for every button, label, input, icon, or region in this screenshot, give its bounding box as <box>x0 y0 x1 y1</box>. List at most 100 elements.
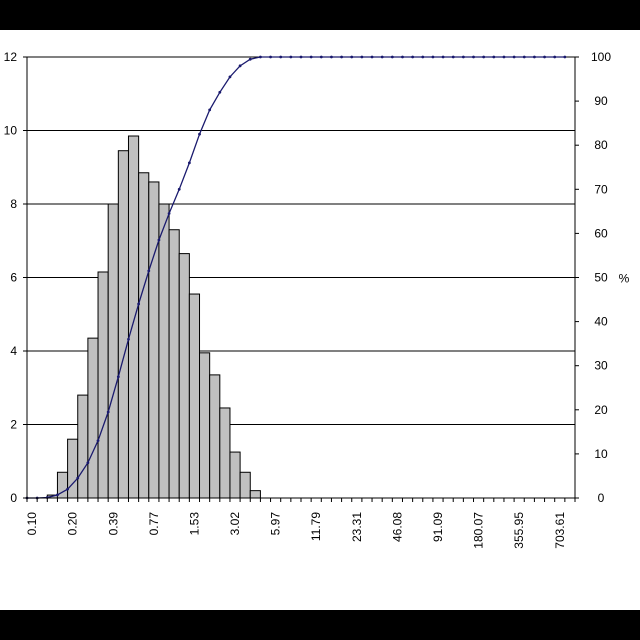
cumulative-point <box>157 238 161 242</box>
cumulative-point <box>147 269 151 273</box>
bar <box>87 337 99 499</box>
bar <box>148 181 160 499</box>
right-axis-label: % <box>619 272 630 286</box>
bar <box>168 229 180 499</box>
cumulative-point <box>198 132 201 136</box>
x-tick-label: 11.79 <box>309 512 323 541</box>
cumulative-point <box>431 55 435 59</box>
cumulative-point <box>533 55 536 59</box>
left-tick-label: 0 <box>10 491 17 505</box>
left-axis-ticks: 0 2 4 6 8 10 12 <box>4 50 27 505</box>
right-tick-label: 20 <box>594 403 608 417</box>
left-tick-label: 6 <box>10 271 17 285</box>
cumulative-point <box>350 55 354 59</box>
bar <box>229 451 241 499</box>
cumulative-point <box>380 55 384 59</box>
left-tick-label: 10 <box>4 124 18 138</box>
x-tick-label: 46.08 <box>390 512 404 542</box>
cumulative-point <box>66 487 69 491</box>
x-tick-label: 0.20 <box>66 512 80 536</box>
cumulative-line <box>25 55 567 500</box>
cumulative-point <box>137 302 141 306</box>
bar <box>219 407 231 499</box>
cumulative-point <box>563 55 567 59</box>
bar <box>127 135 140 499</box>
right-tick-label: 60 <box>594 226 608 240</box>
cumulative-point <box>553 55 557 59</box>
bar <box>239 471 251 499</box>
x-tick-label: 3.02 <box>228 512 242 536</box>
cumulative-point <box>96 439 100 443</box>
bar <box>188 293 201 499</box>
cumulative-point <box>401 55 404 59</box>
cumulative-point <box>482 55 486 59</box>
right-tick-label: 80 <box>594 138 608 152</box>
cumulative-point <box>218 90 222 94</box>
right-tick-label: 70 <box>594 182 608 196</box>
histogram-bars <box>46 135 261 499</box>
x-tick-label: 0.77 <box>147 512 161 536</box>
cumulative-point <box>390 55 394 59</box>
cumulative-point <box>177 187 181 191</box>
cumulative-point <box>187 161 191 165</box>
left-tick-label: 12 <box>4 50 18 64</box>
bar <box>138 172 150 499</box>
left-tick-label: 8 <box>10 197 17 211</box>
x-tick-label: 5.97 <box>269 512 283 536</box>
bar <box>117 150 129 499</box>
bar <box>249 490 261 499</box>
bar <box>199 352 211 499</box>
right-tick-label: 40 <box>594 315 608 329</box>
x-tick-label: 23.31 <box>350 512 364 542</box>
left-tick-label: 2 <box>10 418 17 432</box>
x-tick-label: 91.09 <box>431 512 445 542</box>
cumulative-point <box>309 55 313 59</box>
cumulative-point <box>238 64 242 68</box>
cumulative-point <box>492 55 496 59</box>
right-tick-label: 90 <box>594 94 608 108</box>
cumulative-point <box>289 55 293 59</box>
histogram-cumulative-chart: 0 2 4 6 8 10 12 0 10 20 30 40 50 60 70 80 90 100 0.10 0.2… <box>4 50 630 549</box>
bar <box>158 203 170 499</box>
cumulative-point <box>86 461 90 465</box>
right-tick-label: 10 <box>594 447 608 461</box>
cumulative-point <box>411 55 415 59</box>
cumulative-point <box>259 55 262 59</box>
right-axis-ticks: 0 10 20 30 40 50 60 70 80 90 100 <box>575 50 611 505</box>
cumulative-point <box>451 55 455 59</box>
x-tick-label: 355.95 <box>512 512 526 549</box>
cumulative-point <box>370 55 374 59</box>
cumulative-point <box>167 212 171 215</box>
right-tick-label: 50 <box>594 271 608 285</box>
cumulative-point <box>127 337 130 341</box>
cumulative-point <box>208 108 212 112</box>
cumulative-point <box>56 493 59 497</box>
cumulative-point <box>299 55 303 59</box>
cumulative-point <box>441 55 445 59</box>
bar <box>97 271 109 499</box>
x-tick-label: 180.07 <box>472 512 486 549</box>
cumulative-point <box>269 55 272 59</box>
cumulative-point <box>360 55 364 59</box>
right-tick-label: 100 <box>591 50 611 64</box>
cumulative-point <box>512 55 516 59</box>
chart-panel: 0 2 4 6 8 10 12 0 10 20 30 40 50 60 70 80 90 100 0.10 0.2… <box>0 30 640 610</box>
cumulative-point <box>76 476 80 480</box>
cumulative-series-line <box>27 56 565 499</box>
cumulative-point <box>461 55 465 59</box>
cumulative-point <box>106 410 110 414</box>
left-tick-label: 4 <box>10 344 17 358</box>
x-tick-label: 0.39 <box>106 512 120 536</box>
right-tick-label: 30 <box>594 359 608 373</box>
cumulative-point <box>472 55 475 59</box>
x-tick-label: 703.61 <box>553 512 567 549</box>
cumulative-point <box>330 55 333 59</box>
cumulative-point <box>543 55 546 59</box>
cumulative-point <box>319 55 323 59</box>
bar <box>77 394 89 499</box>
x-tick-label: 0.10 <box>25 512 39 536</box>
cumulative-point <box>228 75 232 79</box>
cumulative-point <box>502 55 506 59</box>
cumulative-point <box>340 55 343 59</box>
bar <box>209 374 221 499</box>
